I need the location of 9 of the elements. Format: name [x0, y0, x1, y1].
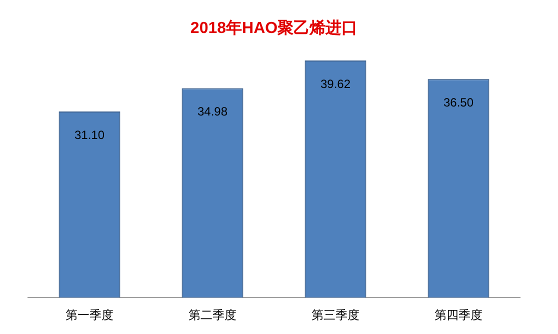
- chart-title: 2018年HAO聚乙烯进口: [190, 19, 358, 38]
- data-label: 36.50: [443, 95, 474, 110]
- data-label: 39.62: [320, 76, 351, 91]
- x-tick-label: 第二季度: [188, 308, 236, 322]
- data-label: 34.98: [197, 104, 228, 119]
- x-tick-label: 第一季度: [66, 308, 114, 322]
- x-tick-label: 第三季度: [312, 308, 360, 322]
- data-label: 31.10: [74, 128, 105, 142]
- x-tick-label: 第四季度: [434, 308, 482, 322]
